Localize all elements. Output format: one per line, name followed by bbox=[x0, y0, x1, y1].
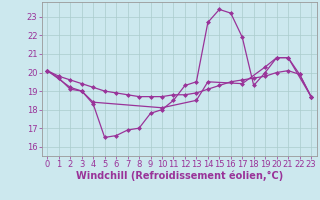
X-axis label: Windchill (Refroidissement éolien,°C): Windchill (Refroidissement éolien,°C) bbox=[76, 171, 283, 181]
